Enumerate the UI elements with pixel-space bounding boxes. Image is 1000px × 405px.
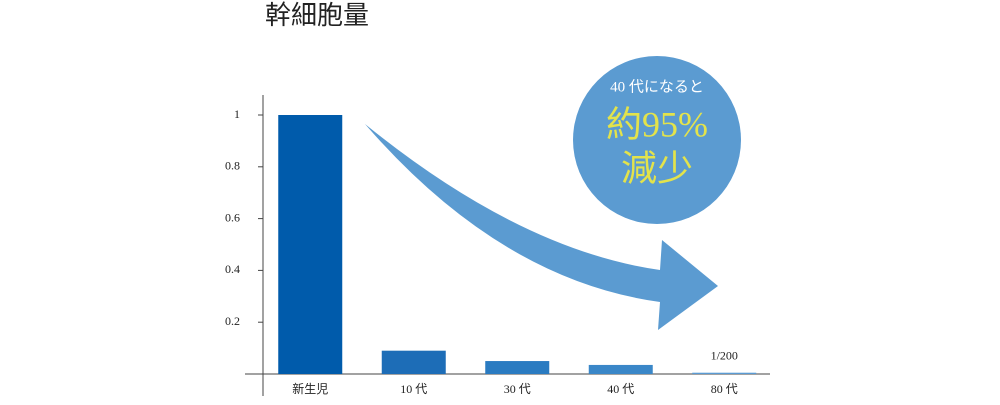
bar: [485, 361, 550, 374]
x-tick-label: 30 代: [504, 382, 531, 396]
bar: [588, 364, 653, 374]
callout-text: 40 代になると: [610, 78, 704, 95]
bar: [692, 372, 757, 374]
value-label: 1/200: [711, 348, 738, 362]
x-tick-label: 10 代: [400, 382, 427, 396]
x-tick-label: 80 代: [711, 382, 738, 396]
bar: [381, 350, 446, 374]
y-tick-label: 0.4: [225, 262, 240, 276]
y-tick-label: 1: [234, 107, 240, 121]
callout-circle: [573, 56, 741, 224]
y-tick-label: 0.6: [225, 210, 240, 224]
y-tick-label: 0.2: [225, 314, 240, 328]
y-tick-label: 0.8: [225, 159, 240, 173]
chart-title: 幹細胞量: [265, 1, 369, 30]
bar: [278, 115, 343, 374]
x-tick-label: 新生児: [292, 381, 328, 396]
callout-text: 減少: [621, 148, 693, 188]
callout-text: 約95%: [606, 104, 708, 144]
trend-arrow: [365, 124, 718, 330]
x-tick-label: 40 代: [607, 382, 634, 396]
